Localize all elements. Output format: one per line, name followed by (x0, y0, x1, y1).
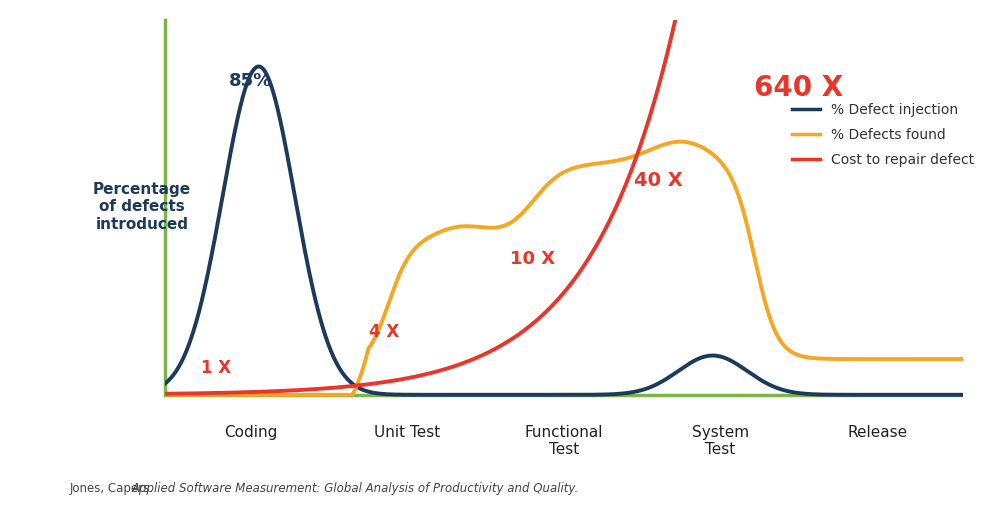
Text: Jones, Capers.: Jones, Capers. (70, 482, 158, 495)
Text: Applied Software Measurement: Global Analysis of Productivity and Quality.: Applied Software Measurement: Global Ana… (132, 482, 579, 495)
Text: 640 X: 640 X (754, 74, 843, 102)
Text: 40 X: 40 X (634, 171, 682, 190)
Text: 10 X: 10 X (510, 250, 555, 268)
Text: Percentage
of defects
introduced: Percentage of defects introduced (93, 182, 191, 232)
Legend: % Defect injection, % Defects found, Cost to repair defect: % Defect injection, % Defects found, Cos… (786, 97, 980, 172)
Text: 1 X: 1 X (201, 359, 231, 377)
Text: 85%: 85% (229, 72, 272, 90)
Text: 4 X: 4 X (369, 323, 399, 341)
